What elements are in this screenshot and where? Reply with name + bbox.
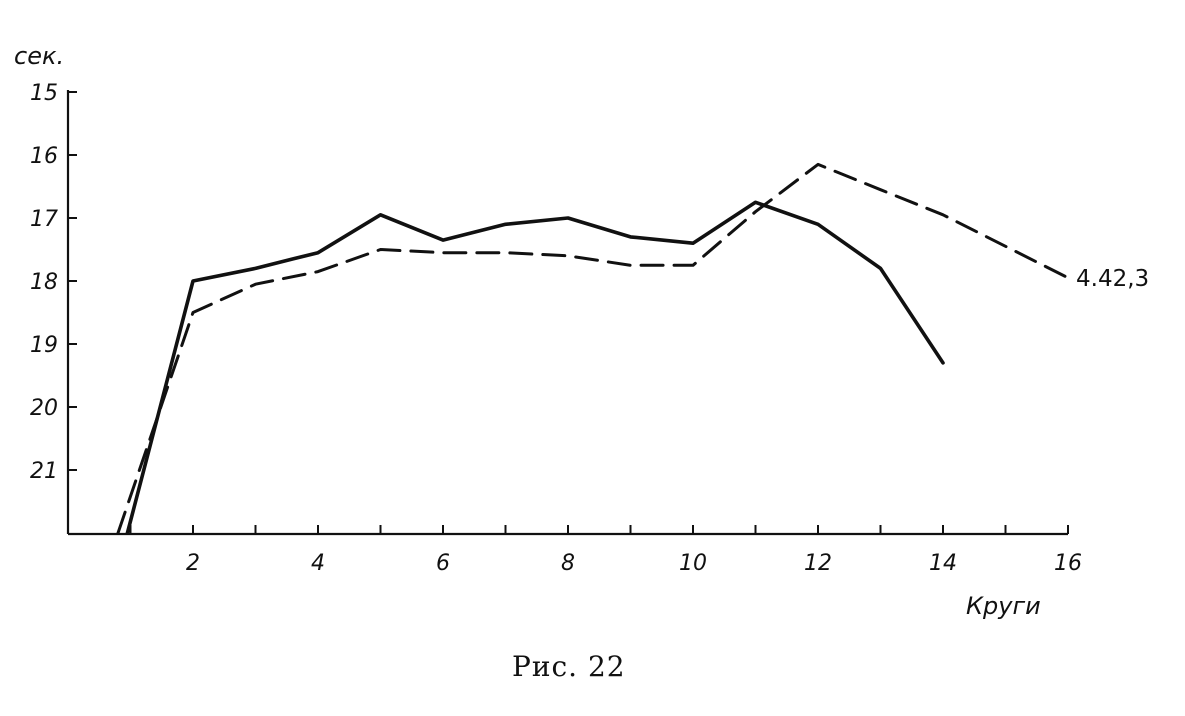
series-dashed-line [116, 162, 1070, 535]
series-solid-line [125, 200, 945, 535]
y-tick-label: 17 [30, 207, 58, 232]
figure-caption: Рис. 22 [512, 650, 626, 683]
x-tick-label: 8 [561, 551, 575, 576]
x-tick-label: 10 [679, 551, 707, 576]
x-tick-label: 6 [436, 551, 450, 576]
y-tick-label: 18 [30, 270, 58, 295]
y-tick-label: 19 [30, 333, 58, 358]
axes: 15 16 17 18 19 20 21 2 4 6 8 10 12 14 16 [30, 81, 1082, 576]
y-tick-label: 16 [30, 144, 58, 169]
y-axis-title: сек. [14, 42, 64, 70]
y-tick-label: 20 [30, 396, 58, 421]
x-axis-title: Круги [966, 592, 1041, 620]
x-tick-label: 2 [186, 551, 200, 576]
x-tick-label: 12 [804, 551, 832, 576]
y-tick-label: 15 [30, 81, 58, 106]
series-layer: 4.42,3 [116, 162, 1149, 535]
y-tick-label: 21 [30, 459, 58, 484]
x-tick-label: 14 [929, 551, 957, 576]
end-time-annotation: 4.42,3 [1076, 266, 1149, 292]
x-tick-label: 16 [1054, 551, 1082, 576]
x-tick-label: 4 [311, 551, 325, 576]
labels: сек. Круги Рис. 22 [14, 42, 1041, 683]
